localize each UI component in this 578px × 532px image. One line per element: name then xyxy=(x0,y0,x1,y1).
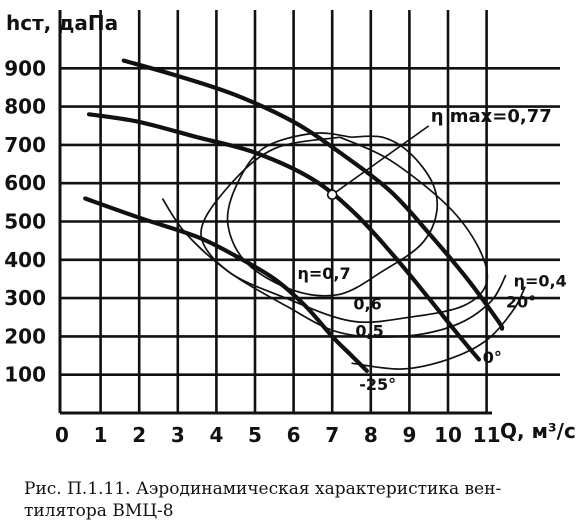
max-point-leader xyxy=(331,125,430,196)
x-tick-label: 1 xyxy=(94,423,108,447)
y-tick-label: 800 xyxy=(4,95,46,119)
contour-label: η=0,7 xyxy=(297,264,350,283)
max-point-marker xyxy=(326,189,338,200)
x-axis-label: Q, м³/с xyxy=(500,419,576,443)
pressure-curve xyxy=(83,196,369,373)
y-tick-label: 400 xyxy=(4,248,46,272)
x-tick-label: 2 xyxy=(132,423,146,447)
x-tick-label: 9 xyxy=(402,423,416,447)
efficiency-contour xyxy=(226,132,439,297)
contour-label: 0,5 xyxy=(355,321,383,340)
efficiency-contours xyxy=(161,132,526,370)
caption-line-1: Рис. П.1.11. Аэродинамическая характерис… xyxy=(24,479,502,499)
y-tick-label: 300 xyxy=(4,286,46,310)
pressure-curve xyxy=(121,58,505,331)
contour-label: η=0,4 xyxy=(514,272,567,291)
figure-caption: Рис. П.1.11. Аэродинамическая характерис… xyxy=(24,478,564,522)
contour-label: 0,6 xyxy=(353,295,381,314)
x-tick-label: 5 xyxy=(248,423,262,447)
x-tick-label: 11 xyxy=(473,423,501,447)
contour-label: 20° xyxy=(506,293,536,312)
y-tick-label: 900 xyxy=(4,56,46,80)
efficiency-contour xyxy=(161,198,507,338)
efficiency-contour xyxy=(200,136,489,324)
x-tick-label: 6 xyxy=(287,423,301,447)
x-tick-label: 3 xyxy=(171,423,185,447)
contour-label: 0° xyxy=(483,348,502,367)
contour-label: -25° xyxy=(359,375,396,394)
value-labels: η max=0,77 η=0,70,6 0,5 η=0,4 20° 0° -25° xyxy=(297,106,566,394)
x-tick-label: 7 xyxy=(325,423,339,447)
efficiency-contour xyxy=(351,286,526,370)
y-tick-label: 600 xyxy=(4,171,46,195)
x-tick-label: 4 xyxy=(209,423,223,447)
pressure-curve xyxy=(86,112,481,362)
max-point-label: η max=0,77 xyxy=(431,106,552,127)
y-axis-label: hст, даПа xyxy=(6,11,118,35)
y-tick-label: 200 xyxy=(4,324,46,348)
y-tick-label: 100 xyxy=(4,363,46,387)
caption-line-2: тилятора ВМЦ-8 xyxy=(24,501,174,521)
x-tick-label: 0 xyxy=(55,423,69,447)
tick-labels: 0 1 2 3 4 5 6 7 8 9 10 11 100 200 300 400 500 600 700 800 90… xyxy=(4,56,500,447)
y-tick-label: 700 xyxy=(4,133,46,157)
y-tick-label: 500 xyxy=(4,210,46,234)
x-tick-label: 8 xyxy=(364,423,378,447)
chart-area: 0 1 2 3 4 5 6 7 8 9 10 11 100 200 300 400 500 600 700 800 90… xyxy=(4,10,576,447)
x-tick-label: 10 xyxy=(434,423,462,447)
